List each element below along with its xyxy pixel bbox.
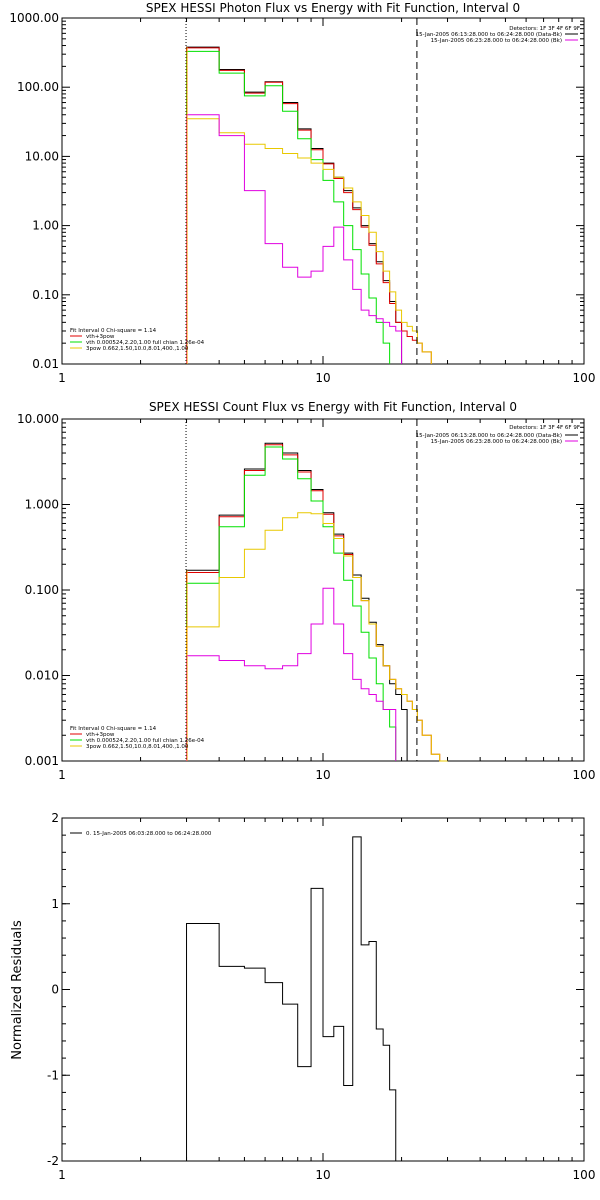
photon-flux-chart: SPEX HESSI Photon Flux vs Energy with Fi… <box>9 1 595 385</box>
y-tick-label: 1.00 <box>32 219 59 233</box>
legend-entry-label: vth 0.000524,2.20,1.00 full chian 1.26e-… <box>86 738 205 744</box>
series-green-line <box>186 446 397 761</box>
legend-entry-label: vth+3pow <box>86 732 115 738</box>
y-tick-label: 0.010 <box>25 669 59 683</box>
y-tick-label: 10.000 <box>17 412 59 426</box>
fit-header: Fit Interval 0 Chi-square = 1.14 <box>70 328 157 334</box>
y-tick-label: 1000.00 <box>9 11 59 25</box>
x-tick-label: 10 <box>315 768 330 782</box>
legend-entry-label: 15-Jan-2005 06:13:28.000 to 06:24:28.000… <box>416 433 562 439</box>
y-tick-labels: 0.001 0.010 0.100 1.000 10.000 <box>17 412 584 768</box>
residuals-chart: Normalized Residuals -2 -1 0 1 2 1 10 100 0. 1… <box>10 811 595 1182</box>
x-tick-label: 100 <box>573 371 596 385</box>
count-flux-chart: SPEX HESSI Count Flux vs Energy with Fit… <box>17 400 595 782</box>
series-green-line <box>186 50 391 364</box>
vertical-markers <box>185 18 418 364</box>
y-tick-label: 0.10 <box>32 288 59 302</box>
y-tick-label: 1 <box>51 897 59 911</box>
y-axis-label: Normalized Residuals <box>10 920 25 1060</box>
series-black-line <box>186 46 403 364</box>
plot-marks <box>186 46 432 364</box>
x-tick-label: 10 <box>315 371 330 385</box>
series-black-line <box>186 836 397 1161</box>
legend-entry-label: vth 0.000524,2.20,1.00 full chian 1.26e-… <box>86 340 205 346</box>
chart-title: SPEX HESSI Count Flux vs Energy with Fit… <box>149 400 517 414</box>
y-tick-label: 1.000 <box>25 498 59 512</box>
detectors-label: Detectors: 1F 3F 4F 6F 9F <box>509 26 580 32</box>
series-red-line <box>186 47 432 364</box>
y-tick-label: 0.001 <box>25 754 59 768</box>
legend-residual-interval: 0. 15-Jan-2005 06:03:28.000 to 06:24:28.… <box>70 831 212 837</box>
legend-fit-functions: Fit Interval 0 Chi-square = 1.14 vth+3po… <box>70 726 205 750</box>
vertical-markers <box>185 419 418 761</box>
y-tick-label: -1 <box>47 1068 59 1082</box>
series-yellow-line <box>186 118 432 364</box>
legend-entry-label: 15-Jan-2005 06:13:28.000 to 06:24:28.000… <box>416 32 562 38</box>
y-tick-label: 0.100 <box>25 583 59 597</box>
series-magenta-line <box>186 114 403 364</box>
x-tick-label: 10 <box>315 1168 330 1182</box>
y-tick-label: 2 <box>51 811 59 825</box>
x-tick-labels: 1 10 100 <box>58 419 595 782</box>
y-tick-labels: -2 -1 0 1 2 <box>47 811 584 1168</box>
plot-marks <box>186 836 397 1161</box>
x-tick-label: 100 <box>573 1168 596 1182</box>
y-tick-label: 100.00 <box>17 80 59 94</box>
legend-time-ranges: Detectors: 1F 3F 4F 6F 9F 15-Jan-2005 06… <box>416 425 580 445</box>
x-tick-labels: 1 10 100 <box>58 818 595 1182</box>
y-tick-label: 0 <box>51 983 59 997</box>
chart-title: SPEX HESSI Photon Flux vs Energy with Fi… <box>146 1 520 15</box>
x-tick-labels: 1 10 100 <box>58 18 595 385</box>
x-tick-label: 1 <box>58 768 66 782</box>
fit-header: Fit Interval 0 Chi-square = 1.14 <box>70 726 157 732</box>
y-tick-label: -2 <box>47 1154 59 1168</box>
x-tick-label: 100 <box>573 768 596 782</box>
y-tick-labels: 0.01 0.10 1.00 10.00 100.00 1000.00 <box>9 11 584 371</box>
plot-marks <box>186 442 448 762</box>
legend-time-ranges: Detectors: 1F 3F 4F 6F 9F 15-Jan-2005 06… <box>416 26 580 44</box>
x-tick-label: 1 <box>58 371 66 385</box>
legend-entry-label: vth+3pow <box>86 334 115 340</box>
y-tick-label: 10.00 <box>25 149 59 163</box>
legend-entry-label: 3pow 0.662,1.50,10.0,8.01,400.,1.00 <box>86 744 189 750</box>
legend-fit-functions: Fit Interval 0 Chi-square = 1.14 vth+3po… <box>70 328 205 352</box>
series-magenta-line <box>186 587 397 761</box>
series-yellow-line <box>186 512 448 762</box>
x-tick-label: 1 <box>58 1168 66 1182</box>
series-red-line <box>186 444 441 761</box>
legend-entry-label: 15-Jan-2005 06:23:28.000 to 06:24:28.000… <box>431 38 562 44</box>
legend-entry-label: 15-Jan-2005 06:23:28.000 to 06:24:28.000… <box>431 439 562 445</box>
legend-entry-label: 3pow 0.662,1.50,10.0,8.01,400.,1.00 <box>86 346 189 352</box>
plot-frame <box>61 17 585 365</box>
legend-entry-label: 0. 15-Jan-2005 06:03:28.000 to 06:24:28.… <box>86 831 212 837</box>
y-tick-label: 0.01 <box>32 357 59 371</box>
detectors-label: Detectors: 1F 3F 4F 6F 9F <box>509 425 580 431</box>
